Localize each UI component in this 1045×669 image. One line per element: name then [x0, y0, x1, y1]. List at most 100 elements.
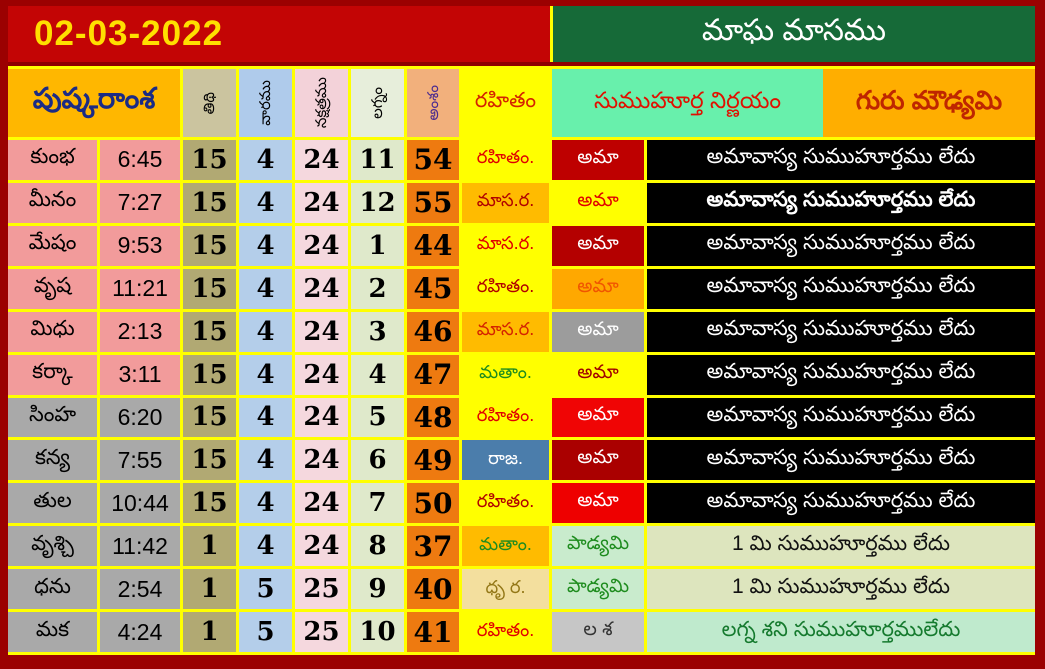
vara-header-label: వారము — [257, 80, 274, 126]
nakshatra-cell: 24 — [295, 225, 348, 266]
vara-cell: 4 — [239, 182, 292, 223]
lagna-cell: 9 — [351, 569, 404, 610]
sign-cell: మిధు — [8, 311, 97, 352]
panel-inner: 02-03-2022 మాఘ మాసము పుష్కరాంశ తిథి వారమ… — [8, 6, 1035, 655]
muhurta-message-cell: అమావాస్య సుముహూర్తము లేదు — [647, 140, 1035, 180]
lagna-cell: 11 — [351, 140, 404, 180]
tithi-name-cell: అమా — [552, 397, 644, 438]
tithi-cell: 15 — [183, 140, 236, 180]
sumuhurta-header-label: సుముహూర్త నిర్ణయం — [593, 86, 782, 113]
tithi-name-cell: పాడ్యమి — [552, 526, 644, 567]
rahitam-cell: రహితం. — [462, 483, 549, 524]
tithi-cell: 15 — [183, 354, 236, 395]
amsa-cell: 47 — [407, 354, 459, 395]
muhurta-message-cell: లగ్న శని సుముహూర్తములేదు — [647, 612, 1035, 652]
amsa-cell: 37 — [407, 526, 459, 567]
time-cell: 10:44 — [100, 483, 180, 524]
tithi-cell: 15 — [183, 397, 236, 438]
tithi-name-cell: అమా — [552, 440, 644, 481]
muhurta-message-cell: అమావాస్య సుముహూర్తము లేదు — [647, 268, 1035, 309]
amsa-cell: 49 — [407, 440, 459, 481]
nakshatra-cell: 24 — [295, 354, 348, 395]
sign-cell: మీనం — [8, 182, 97, 223]
time-cell: 7:27 — [100, 182, 180, 223]
tithi-name-cell: అమా — [552, 182, 644, 223]
time-cell: 2:54 — [100, 569, 180, 610]
time-cell: 3:11 — [100, 354, 180, 395]
vara-cell: 4 — [239, 311, 292, 352]
rahitam-cell: రహితం. — [462, 612, 549, 652]
rahitam-cell: మాస.ర. — [462, 182, 549, 223]
rahitam-cell: మాస.ర. — [462, 311, 549, 352]
vara-cell: 4 — [239, 483, 292, 524]
vara-cell: 4 — [239, 354, 292, 395]
amsa-cell: 54 — [407, 140, 459, 180]
panchangam-table: పుష్కరాంశ తిథి వారము నక్షత్రము లగ్నం అంశ… — [8, 66, 1035, 655]
vara-cell: 4 — [239, 440, 292, 481]
amsa-cell: 48 — [407, 397, 459, 438]
vara-cell: 4 — [239, 268, 292, 309]
lagna-cell: 5 — [351, 397, 404, 438]
nakshatra-cell: 24 — [295, 397, 348, 438]
month-title: మాఘ మాసము — [701, 13, 887, 47]
tithi-name-cell: ల శ — [552, 612, 644, 652]
nakshatra-cell: 24 — [295, 440, 348, 481]
tithi-cell: 15 — [183, 225, 236, 266]
nakshatra-cell: 24 — [295, 526, 348, 567]
guru-maudhyami-label: గురు మౌఢ్యమి — [855, 84, 1003, 115]
lagna-cell: 7 — [351, 483, 404, 524]
lagna-cell: 1 — [351, 225, 404, 266]
right-header-group: సుముహూర్త నిర్ణయం గురు మౌఢ్యమి — [552, 69, 1035, 137]
muhurta-message-cell: అమావాస్య సుముహూర్తము లేదు — [647, 440, 1035, 481]
nakshatra-cell: 24 — [295, 311, 348, 352]
muhurta-message-cell: అమావాస్య సుముహూర్తము లేదు — [647, 182, 1035, 223]
sign-cell: కన్య — [8, 440, 97, 481]
lagna-cell: 8 — [351, 526, 404, 567]
sign-cell: వృష — [8, 268, 97, 309]
muhurta-message-cell: 1 మి సుముహూర్తము లేదు — [647, 526, 1035, 567]
nakshatra-cell: 24 — [295, 140, 348, 180]
vara-cell: 5 — [239, 569, 292, 610]
tithi-cell: 1 — [183, 526, 236, 567]
sign-cell: సింహ — [8, 397, 97, 438]
tithi-cell: 15 — [183, 483, 236, 524]
muhurta-message-cell: అమావాస్య సుముహూర్తము లేదు — [647, 483, 1035, 524]
muhurta-message-cell: అమావాస్య సుముహూర్తము లేదు — [647, 311, 1035, 352]
tithi-cell: 15 — [183, 440, 236, 481]
time-cell: 7:55 — [100, 440, 180, 481]
rahitam-cell: ధృ ర. — [462, 569, 549, 610]
lagna-header-label: లగ్నం — [369, 87, 386, 119]
nakshatra-cell: 25 — [295, 612, 348, 652]
vara-cell: 4 — [239, 397, 292, 438]
date-area: 02-03-2022 — [8, 6, 550, 62]
time-cell: 6:20 — [100, 397, 180, 438]
lagna-cell: 2 — [351, 268, 404, 309]
guru-maudhyami-header: గురు మౌఢ్యమి — [823, 69, 1035, 137]
vara-cell: 5 — [239, 612, 292, 652]
lagna-cell: 6 — [351, 440, 404, 481]
tithi-name-cell: పాడ్యమి — [552, 569, 644, 610]
amsa-cell: 41 — [407, 612, 459, 652]
amsa-header-label: అంశం — [424, 85, 442, 121]
tithi-name-cell: అమా — [552, 225, 644, 266]
month-title-box: మాఘ మాసము — [553, 6, 1035, 62]
date-label: 02-03-2022 — [34, 14, 224, 53]
time-cell: 11:21 — [100, 268, 180, 309]
amsa-cell: 45 — [407, 268, 459, 309]
rahitam-header: రహితం — [462, 69, 549, 137]
vara-cell: 4 — [239, 140, 292, 180]
amsa-cell: 55 — [407, 182, 459, 223]
amsa-cell: 50 — [407, 483, 459, 524]
lagna-cell: 3 — [351, 311, 404, 352]
amsa-cell: 40 — [407, 569, 459, 610]
rahitam-cell: మతాం. — [462, 526, 549, 567]
column-header-nakshatra: నక్షత్రము — [295, 69, 348, 137]
column-header-amsa: అంశం — [407, 69, 459, 137]
rahitam-header-label: రహితం — [474, 88, 537, 112]
sign-cell: కర్కా — [8, 354, 97, 395]
column-header-lagna: లగ్నం — [351, 69, 404, 137]
muhurta-message-cell: అమావాస్య సుముహూర్తము లేదు — [647, 397, 1035, 438]
time-cell: 2:13 — [100, 311, 180, 352]
tithi-cell: 1 — [183, 569, 236, 610]
